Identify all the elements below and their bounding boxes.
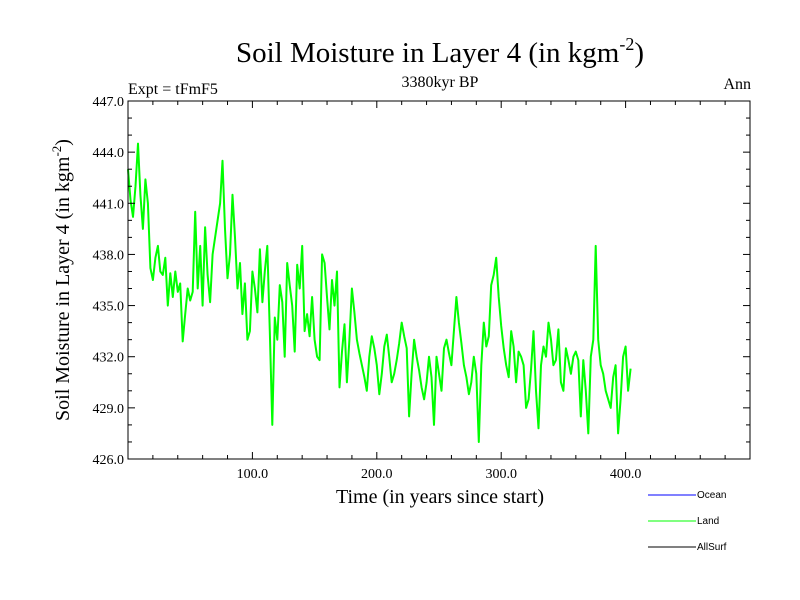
x-axis-label: Time (in years since start) — [336, 486, 544, 508]
x-tick-label: 200.0 — [361, 467, 393, 482]
y-axis: 426.0 429.0 432.0 435.0 438.0 441.0 444.0 447.0 — [93, 95, 750, 468]
season-label: Ann — [723, 76, 751, 93]
legend-label-land: Land — [697, 516, 719, 527]
period-label: 3380kyr BP — [402, 74, 479, 91]
y-tick-label: 429.0 — [93, 402, 125, 417]
legend-label-allsurf: AllSurf — [697, 542, 727, 553]
legend-label-ocean: Ocean — [697, 490, 726, 501]
plot-area — [127, 100, 751, 460]
y-axis-label: Soil Moisture in Layer 4 (in kgm-2) — [49, 139, 74, 421]
x-axis: 100.0 200.0 300.0 400.0 — [152, 101, 726, 482]
x-tick-label: 400.0 — [610, 467, 642, 482]
y-tick-label: 438.0 — [93, 248, 125, 263]
y-tick-label: 426.0 — [93, 453, 125, 468]
y-tick-label: 441.0 — [93, 197, 125, 212]
experiment-label: Expt = tFmF5 — [128, 81, 218, 98]
legend: Ocean Land AllSurf — [648, 490, 727, 553]
plot-frame — [127, 100, 751, 460]
y-tick-label: 444.0 — [93, 146, 125, 161]
series-line-land — [127, 142, 632, 443]
y-tick-label: 435.0 — [93, 300, 125, 315]
x-tick-label: 300.0 — [485, 467, 517, 482]
chart-title: Soil Moisture in Layer 4 (in kgm-2) — [236, 34, 644, 69]
y-tick-label: 447.0 — [93, 95, 125, 110]
series-layer — [127, 142, 632, 443]
y-tick-label: 432.0 — [93, 351, 125, 366]
x-tick-label: 100.0 — [237, 467, 269, 482]
